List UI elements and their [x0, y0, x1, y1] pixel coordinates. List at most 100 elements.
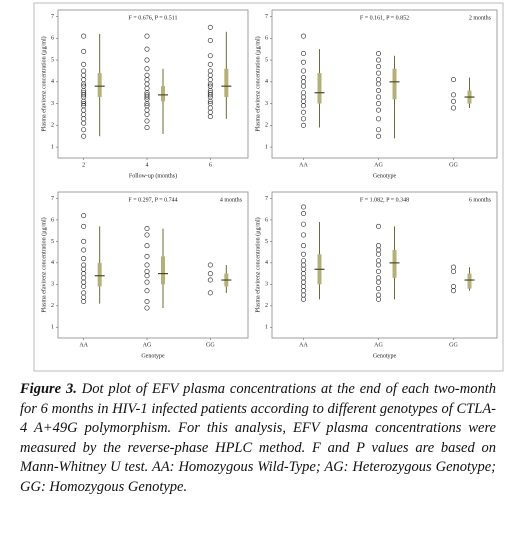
data-point	[375, 57, 381, 63]
data-point	[450, 98, 456, 104]
data-point	[81, 133, 87, 139]
data-point	[450, 105, 456, 111]
data-point	[144, 298, 150, 304]
y-tick-label: 7	[265, 14, 268, 20]
caption-text: Dot plot of EFV plasma concentrations at…	[20, 381, 497, 495]
y-tick-label: 3	[51, 282, 54, 288]
data-point	[375, 70, 381, 76]
data-point	[81, 120, 87, 126]
y-tick-label: 2	[265, 303, 268, 309]
stat-label: F = 0.161, P = 0.852	[360, 15, 409, 21]
data-point	[144, 125, 150, 131]
data-point	[207, 98, 213, 104]
data-point	[375, 81, 381, 87]
stat-label: F = 0.676, P = 0.511	[129, 15, 178, 21]
x-tick-label: AG	[374, 162, 383, 168]
data-point	[300, 122, 306, 128]
ci-box	[392, 68, 397, 100]
data-point	[144, 33, 150, 39]
data-point	[300, 109, 306, 115]
data-point	[300, 83, 306, 89]
data-point	[144, 305, 150, 311]
ci-box	[97, 262, 102, 287]
data-point	[144, 226, 150, 232]
y-tick-label: 3	[51, 101, 54, 107]
figure: 1 2 3 4 5 6 7 Plasma efavirenz concentration (µ…	[33, 2, 504, 372]
y-tick-label: 1	[265, 325, 268, 331]
x-axis-label: Genotype	[373, 173, 397, 179]
data-point	[207, 262, 213, 268]
data-point	[450, 268, 456, 274]
data-point	[450, 92, 456, 98]
data-point	[300, 243, 306, 249]
ci-box	[467, 273, 472, 289]
x-tick-label: AA	[299, 162, 308, 168]
data-point	[300, 221, 306, 227]
data-point	[81, 256, 87, 262]
data-point	[207, 114, 213, 120]
stat-label: F = 1.082, P = 0.348	[360, 197, 409, 203]
data-point	[207, 81, 213, 87]
data-point	[81, 223, 87, 229]
y-tick-label: 7	[51, 196, 54, 202]
data-point	[81, 92, 87, 98]
data-point	[300, 103, 306, 109]
data-point	[375, 133, 381, 139]
y-axis-label: Plasma efavirenz concentration (µg/ml)	[254, 217, 261, 312]
ci-box	[97, 73, 102, 98]
y-tick-label: 7	[265, 196, 268, 202]
data-point	[144, 66, 150, 72]
y-tick-label: 2	[51, 303, 54, 309]
y-tick-label: 6	[265, 217, 268, 223]
y-tick-label: 6	[51, 36, 54, 42]
data-point	[375, 116, 381, 122]
data-point	[300, 210, 306, 216]
data-point	[300, 251, 306, 257]
data-point	[375, 88, 381, 94]
data-point	[144, 232, 150, 238]
data-point	[450, 288, 456, 294]
data-point	[81, 81, 87, 87]
data-point	[300, 68, 306, 74]
data-point	[207, 37, 213, 43]
data-point	[144, 57, 150, 63]
data-point	[375, 251, 381, 257]
data-point	[81, 298, 87, 304]
data-point	[300, 296, 306, 302]
x-tick-label: 2	[82, 162, 85, 168]
data-point	[144, 279, 150, 285]
data-point	[81, 238, 87, 244]
data-point	[375, 268, 381, 274]
data-point	[300, 232, 306, 238]
x-tick-label: AA	[299, 342, 308, 348]
data-point	[144, 118, 150, 124]
y-tick-label: 2	[265, 123, 268, 129]
y-tick-label: 4	[51, 79, 54, 85]
data-point	[81, 48, 87, 54]
y-tick-label: 1	[51, 144, 54, 150]
ci-box	[392, 249, 397, 278]
figure-frame	[33, 2, 504, 372]
data-point	[375, 94, 381, 100]
data-point	[144, 243, 150, 249]
data-point	[207, 271, 213, 277]
data-point	[300, 59, 306, 65]
plot-frame	[271, 191, 498, 339]
y-tick-label: 3	[265, 101, 268, 107]
period-label: 4 months	[220, 197, 243, 203]
y-tick-label: 4	[51, 260, 54, 266]
data-point	[375, 286, 381, 292]
y-tick-label: 1	[265, 144, 268, 150]
data-point	[144, 111, 150, 117]
y-tick-label: 4	[265, 79, 268, 85]
data-point	[375, 279, 381, 285]
plot-frame	[271, 9, 498, 159]
data-point	[450, 77, 456, 83]
data-point	[375, 107, 381, 113]
data-point	[81, 283, 87, 289]
data-point	[81, 101, 87, 107]
data-point	[375, 223, 381, 229]
data-point	[81, 213, 87, 219]
y-tick-label: 5	[265, 239, 268, 245]
